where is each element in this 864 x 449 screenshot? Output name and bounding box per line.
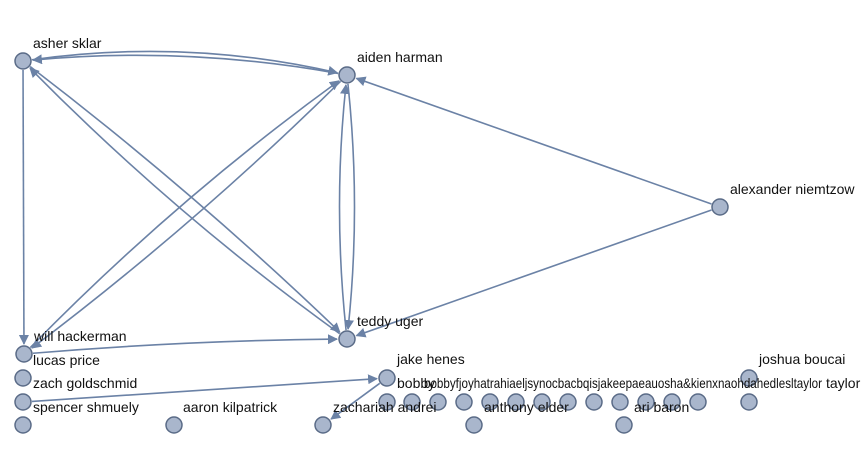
label-overlap-cluster: bobbyfjoyhatrahiaeljsynocbacbqisjakeepae… — [424, 375, 822, 391]
edge-teddy-to-aiden — [338, 83, 350, 331]
label-taylor: taylor — [826, 375, 861, 391]
edge-will-to-teddy — [32, 334, 338, 355]
node-c7[interactable] — [559, 393, 577, 411]
node-zachariah[interactable] — [314, 416, 332, 434]
edge-asher-to-aiden — [31, 50, 339, 76]
label-zachariah: zachariah andrei — [333, 399, 437, 415]
edge-zach-to-jake — [31, 374, 379, 403]
node-c8[interactable] — [585, 393, 603, 411]
node-bobby[interactable] — [378, 393, 396, 411]
label-aaron: aaron kilpatrick — [183, 399, 278, 415]
node-c6[interactable] — [533, 393, 551, 411]
node-alexander[interactable] — [711, 198, 729, 216]
label-will: will hackerman — [33, 328, 127, 344]
edge-teddy-to-asher — [29, 67, 341, 335]
label-anthony: anthony elder — [484, 399, 569, 415]
node-c5[interactable] — [507, 393, 525, 411]
node-c10[interactable] — [637, 393, 655, 411]
node-c11[interactable] — [663, 393, 681, 411]
node-aaron[interactable] — [165, 416, 183, 434]
node-anthony[interactable] — [465, 416, 483, 434]
label-lucas: lucas price — [33, 352, 100, 368]
label-jake: jake henes — [396, 351, 465, 367]
node-c4[interactable] — [481, 393, 499, 411]
edge-aiden-to-will — [31, 80, 342, 349]
node-c3[interactable] — [455, 393, 473, 411]
node-lucas[interactable] — [14, 369, 32, 387]
node-teddy[interactable] — [338, 330, 356, 348]
label-alexander: alexander niemtzow — [730, 181, 855, 197]
label-asher: asher sklar — [33, 35, 102, 51]
node-asher[interactable] — [14, 52, 32, 70]
label-aiden: aiden harman — [357, 49, 443, 65]
edge-alexander-to-aiden — [355, 76, 712, 205]
edge-asher-to-teddy — [29, 65, 341, 333]
edge-alexander-to-teddy — [355, 209, 712, 338]
node-ari[interactable] — [615, 416, 633, 434]
edge-asher-to-will — [18, 69, 29, 345]
label-spencer: spencer shmuely — [33, 399, 139, 415]
node-c1[interactable] — [403, 393, 421, 411]
label-bobby: bobby — [397, 375, 435, 391]
edge-jake-to-zachariah — [330, 382, 381, 420]
edge-aiden-to-teddy — [344, 83, 356, 331]
node-spencer[interactable] — [14, 416, 32, 434]
label-joshua: joshua boucai — [758, 351, 845, 367]
node-taylor[interactable] — [740, 393, 758, 411]
label-ari: ari baron — [634, 399, 689, 415]
node-aiden[interactable] — [338, 66, 356, 84]
node-jake[interactable] — [378, 369, 396, 387]
node-c12[interactable] — [689, 393, 707, 411]
edge-aiden-to-asher — [31, 54, 339, 75]
node-zach[interactable] — [14, 393, 32, 411]
node-will[interactable] — [15, 345, 33, 363]
label-zach: zach goldschmid — [33, 375, 137, 391]
node-joshua[interactable] — [740, 369, 758, 387]
edge-will-to-aiden — [29, 80, 340, 349]
label-teddy: teddy uger — [357, 313, 423, 329]
node-c2[interactable] — [429, 393, 447, 411]
node-c9[interactable] — [611, 393, 629, 411]
